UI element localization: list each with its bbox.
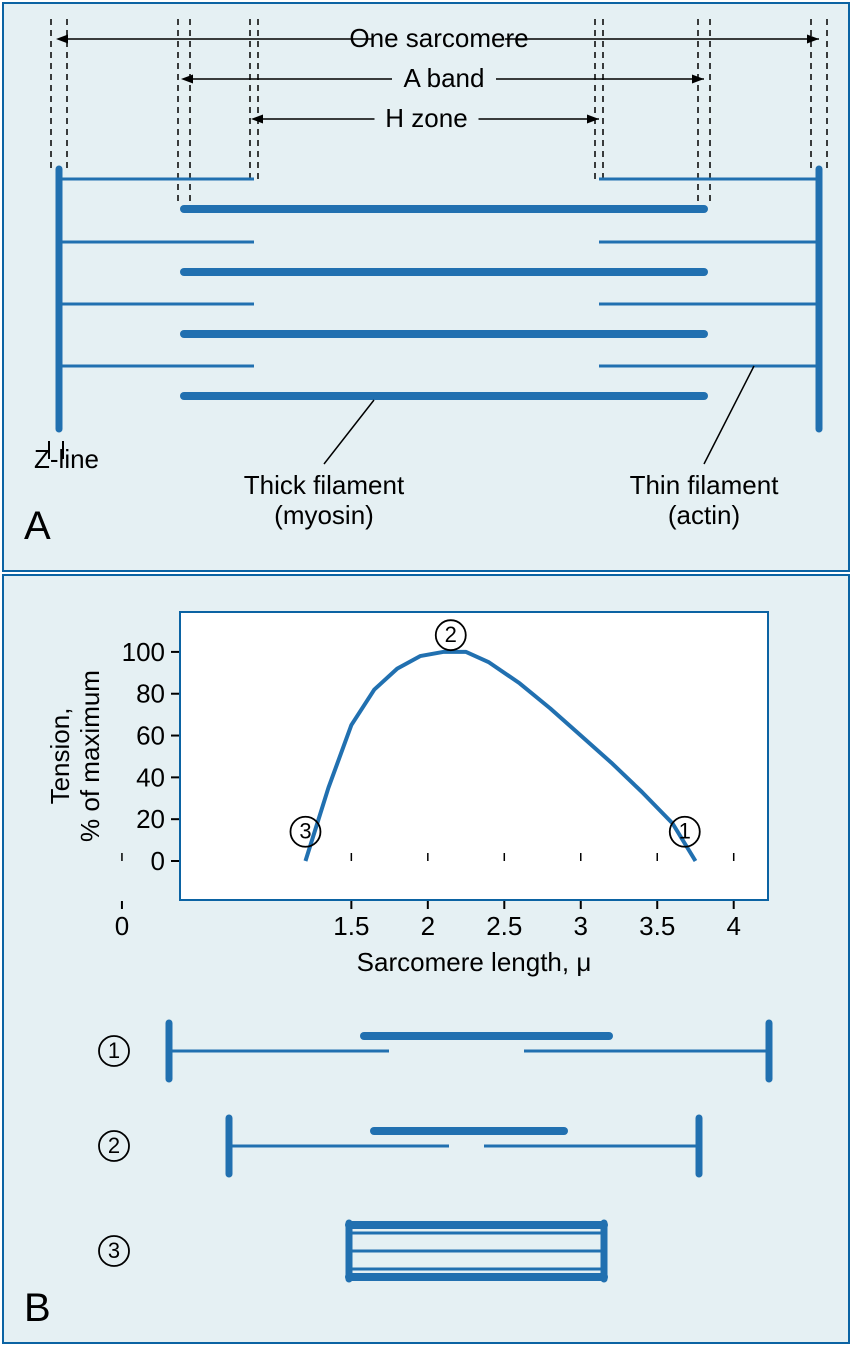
svg-text:One sarcomere: One sarcomere bbox=[349, 23, 528, 53]
svg-text:3: 3 bbox=[574, 911, 588, 941]
svg-text:Thin filament(actin): Thin filament(actin) bbox=[630, 470, 780, 530]
svg-text:20: 20 bbox=[136, 804, 165, 834]
svg-text:Sarcomere length, μ: Sarcomere length, μ bbox=[357, 947, 592, 977]
svg-text:60: 60 bbox=[136, 721, 165, 751]
svg-text:80: 80 bbox=[136, 679, 165, 709]
svg-text:1.5: 1.5 bbox=[333, 911, 369, 941]
panel-a: One sarcomere A band H zone Thick filament(… bbox=[2, 2, 850, 572]
svg-text:Tension,% of maximum: Tension,% of maximum bbox=[45, 670, 105, 842]
svg-text:1: 1 bbox=[108, 1038, 120, 1063]
panel-a-letter: A bbox=[24, 504, 51, 549]
panel-a-svg: One sarcomere A band H zone Thick filament(… bbox=[4, 4, 852, 574]
svg-text:100: 100 bbox=[122, 637, 165, 667]
svg-text:3: 3 bbox=[108, 1238, 120, 1263]
svg-text:2.5: 2.5 bbox=[486, 911, 522, 941]
svg-text:4: 4 bbox=[726, 911, 740, 941]
svg-text:40: 40 bbox=[136, 762, 165, 792]
svg-text:2: 2 bbox=[421, 911, 435, 941]
zline-label: Z-line bbox=[34, 444, 99, 475]
svg-text:3.5: 3.5 bbox=[639, 911, 675, 941]
panel-b-letter: B bbox=[24, 1286, 51, 1331]
svg-text:Thick filament(myosin): Thick filament(myosin) bbox=[244, 470, 405, 530]
svg-text:H zone: H zone bbox=[385, 103, 467, 133]
svg-text:0: 0 bbox=[115, 911, 129, 941]
svg-text:2: 2 bbox=[108, 1133, 120, 1158]
svg-text:2: 2 bbox=[445, 622, 457, 647]
panel-b-svg: 0 20 40 60 80 100 0 1.5 2 2.5 3 3.5 4 Sarcomere lengt… bbox=[4, 576, 852, 1346]
panel-b: 0 20 40 60 80 100 0 1.5 2 2.5 3 3.5 4 Sarcomere lengt… bbox=[2, 574, 850, 1344]
svg-text:0: 0 bbox=[151, 846, 165, 876]
svg-text:A band: A band bbox=[404, 63, 485, 93]
svg-text:1: 1 bbox=[679, 819, 691, 844]
svg-text:3: 3 bbox=[299, 819, 311, 844]
